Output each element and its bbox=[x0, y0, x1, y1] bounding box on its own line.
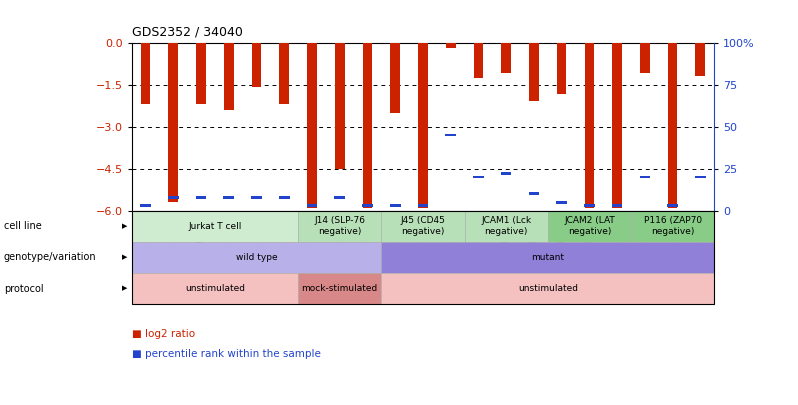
Bar bbox=[362, 43, 373, 208]
Bar bbox=[667, 204, 678, 207]
Bar bbox=[584, 204, 595, 207]
Bar bbox=[306, 204, 318, 207]
Text: ■ log2 ratio: ■ log2 ratio bbox=[132, 328, 195, 339]
Text: wild type: wild type bbox=[235, 253, 278, 262]
Bar bbox=[640, 43, 650, 73]
Text: ▶: ▶ bbox=[122, 223, 128, 229]
Text: mock-stimulated: mock-stimulated bbox=[302, 284, 377, 293]
Bar bbox=[223, 196, 234, 198]
Bar bbox=[418, 43, 428, 208]
Bar bbox=[168, 196, 179, 198]
Text: JCAM1 (Lck
negative): JCAM1 (Lck negative) bbox=[481, 217, 531, 236]
Text: GDS2352 / 34040: GDS2352 / 34040 bbox=[132, 26, 243, 38]
Bar bbox=[224, 43, 234, 110]
Bar bbox=[612, 43, 622, 208]
Text: J45 (CD45
negative): J45 (CD45 negative) bbox=[401, 217, 445, 236]
Bar bbox=[196, 196, 207, 198]
Bar bbox=[473, 43, 484, 77]
Text: protocol: protocol bbox=[4, 284, 44, 294]
Bar bbox=[528, 192, 539, 195]
Bar bbox=[529, 43, 539, 101]
Bar bbox=[445, 134, 456, 136]
Bar bbox=[417, 204, 429, 207]
Bar bbox=[140, 43, 150, 104]
Bar bbox=[168, 43, 178, 202]
Bar bbox=[307, 43, 317, 208]
Text: Jurkat T cell: Jurkat T cell bbox=[188, 222, 242, 231]
Bar bbox=[140, 204, 151, 207]
Bar bbox=[501, 43, 511, 73]
Bar bbox=[335, 43, 345, 168]
Bar bbox=[668, 43, 678, 208]
Text: JCAM2 (LAT
negative): JCAM2 (LAT negative) bbox=[564, 217, 614, 236]
Text: ▶: ▶ bbox=[122, 254, 128, 260]
Text: mutant: mutant bbox=[531, 253, 564, 262]
Bar bbox=[557, 43, 567, 94]
Bar bbox=[584, 43, 595, 208]
Bar bbox=[251, 43, 262, 87]
Bar bbox=[196, 43, 206, 104]
Bar bbox=[279, 43, 289, 104]
Bar bbox=[446, 43, 456, 48]
Bar bbox=[639, 176, 650, 178]
Bar bbox=[556, 201, 567, 204]
Text: J14 (SLP-76
negative): J14 (SLP-76 negative) bbox=[314, 217, 365, 236]
Text: unstimulated: unstimulated bbox=[518, 284, 578, 293]
Text: genotype/variation: genotype/variation bbox=[4, 252, 97, 262]
Bar bbox=[334, 196, 345, 198]
Bar bbox=[612, 204, 622, 207]
Text: unstimulated: unstimulated bbox=[185, 284, 245, 293]
Text: cell line: cell line bbox=[4, 221, 41, 231]
Bar bbox=[696, 43, 705, 76]
Bar bbox=[390, 204, 401, 207]
Text: ■ percentile rank within the sample: ■ percentile rank within the sample bbox=[132, 349, 321, 359]
Bar bbox=[501, 172, 512, 175]
Text: P116 (ZAP70
negative): P116 (ZAP70 negative) bbox=[643, 217, 701, 236]
Text: ▶: ▶ bbox=[122, 286, 128, 292]
Bar bbox=[362, 204, 373, 207]
Bar bbox=[473, 176, 484, 178]
Bar bbox=[390, 43, 400, 113]
Bar bbox=[279, 196, 290, 198]
Bar bbox=[251, 196, 262, 198]
Bar bbox=[695, 176, 705, 178]
